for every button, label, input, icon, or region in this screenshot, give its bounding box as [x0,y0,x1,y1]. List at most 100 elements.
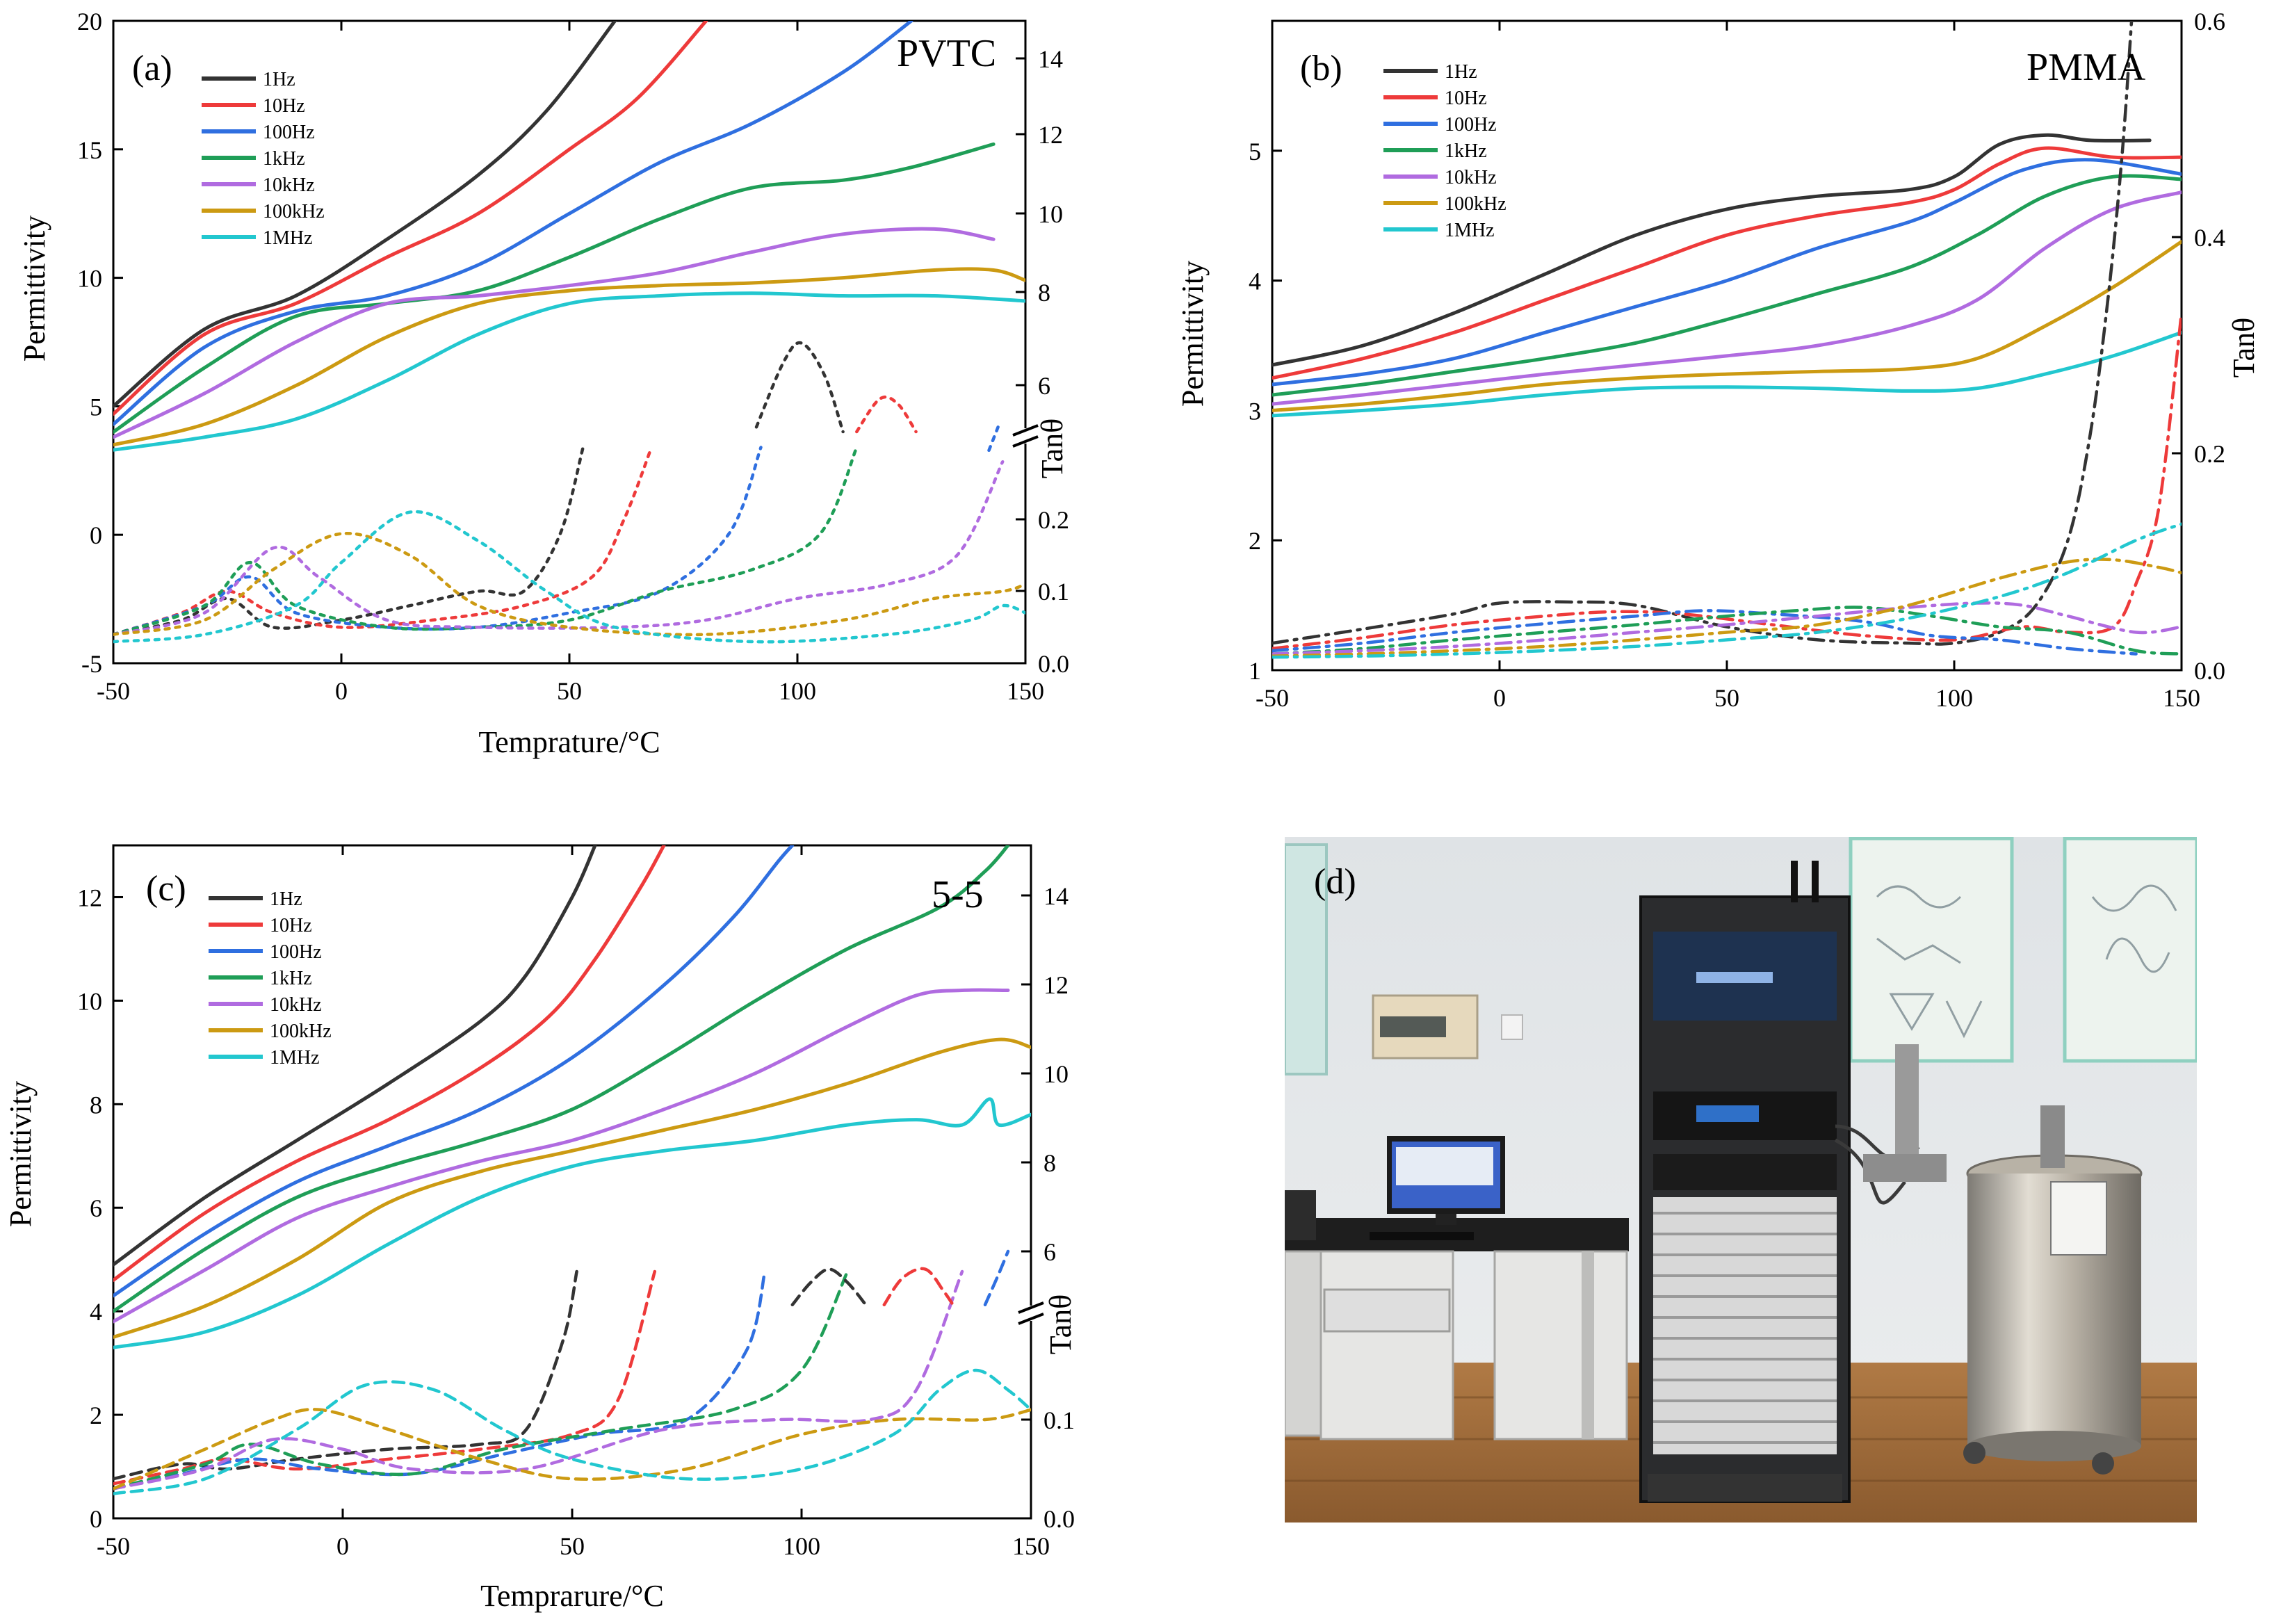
panel-b-xtick-label: 100 [1935,684,1973,712]
panel-b-ytick-label: 4 [1249,268,1261,295]
panel-a-series-lines [113,21,1025,644]
photo-dewar-wheel-left [1963,1442,1985,1464]
panel-c-y2tick-label: 8 [1043,1149,1056,1177]
panel-a-ytick-label: 20 [77,8,102,35]
panel-a-xtick-label: 150 [1007,677,1044,705]
panel-a-permittivity-line-1mhz [113,291,1025,452]
panel-c-tan-line-lower-10hz [113,1269,657,1486]
panel-c-ytick-label: 10 [77,987,102,1015]
panel-b-ytick-label: 1 [1249,657,1261,685]
photo-desk-leg [1582,1251,1594,1439]
panel-a-y2tick-label: 8 [1038,279,1050,307]
panel-c-permittivity-line-1mhz [113,1097,1031,1349]
photo-dewar-bottom [1967,1431,2141,1461]
panel-a-permittivity-line-10khz [113,227,996,439]
panel-c-tan-line-upper-100hz [983,1249,1010,1307]
panel-b-legend-label-1mhz: 1MHz [1445,220,1495,241]
panel-c-tan-line-upper-10hz [882,1267,955,1307]
panel-c-ytick-label: 2 [90,1402,102,1429]
panel-a-tan-line-upper-10hz [855,395,918,434]
panel-b-y2tick-label: 0.2 [2194,440,2225,468]
panel-b-label: (b) [1300,49,1342,88]
panel-a-legend-label-100khz: 100kHz [263,201,325,222]
panel-a-legend: 1Hz 10Hz 100Hz 1kHz 10kHz 100kHz 1MHz [202,69,325,249]
panel-b-permittivity-line-10khz [1272,190,2182,406]
panel-b-legend-label-1hz: 1Hz [1445,61,1477,83]
panel-a-y2tick-label: 14 [1038,45,1063,73]
panel-c-y2tick-label: 10 [1043,1060,1069,1088]
panel-a-ytick-label: 10 [77,265,102,293]
panel-b-y2tick-label: 0.0 [2194,657,2225,685]
panel-b-permittivity-line-1hz [1272,133,2152,367]
photo-desk-cabinet [1319,1250,1454,1440]
panel-c-legend-label-1hz: 1Hz [270,888,302,910]
panel-c-xtick-label: -50 [97,1532,130,1560]
panel-b-series-lines [1272,21,2182,659]
panel-a-ytick-label: 0 [90,521,102,549]
panel-c-tan-line-lower-1hz [113,1269,578,1481]
photo-rack-display [1696,972,1773,983]
panel-c-ytick-label: 6 [90,1194,102,1222]
photo-keyboard [1370,1232,1474,1240]
panel-b-tan-line-100khz [1272,558,2182,658]
panel-c-permittivity-line-1khz [113,845,1010,1313]
panel-b-legend: 1Hz 10Hz 100Hz 1kHz 10kHz 100kHz 1MHz [1383,61,1506,241]
photo-laptop [1285,1190,1316,1240]
panel-b-legend-label-1khz: 1kHz [1445,140,1487,162]
panel-c-y2tick-label: 6 [1043,1238,1056,1266]
panel-c-permittivity-line-10hz [113,845,666,1282]
panel-b-y2tick-label: 0.4 [2194,224,2225,252]
panel-a-tan-line-lower-1hz [113,446,585,636]
panel-a-legend-label-10hz: 10Hz [263,95,305,117]
panel-b-xtick-label: -50 [1256,684,1289,712]
panel-a-xtick-label: 50 [557,677,582,705]
panel-a-label: (a) [132,49,172,88]
panel-b-permittivity-line-10hz [1272,146,2182,380]
panel-c-xtick-label: 150 [1012,1532,1050,1560]
panel-b-legend-label-100khz: 100kHz [1445,193,1506,215]
panel-a-tan-line-lower-100hz [113,446,763,636]
panel-c-legend: 1Hz 10Hz 100Hz 1kHz 10kHz 100kHz 1MHz [209,888,332,1069]
photo-dewar-valve [2040,1105,2065,1168]
panel-b-legend-label-10hz: 10Hz [1445,88,1487,109]
photo-desk-side-panel [1493,1250,1628,1440]
panel-a-permittivity-line-10hz [113,21,708,416]
panel-b-title: PMMA [2027,46,2146,89]
panel-c-ytick-label: 4 [90,1298,102,1326]
photo-poster-middle [1849,837,2014,1063]
panel-a-legend-label-100hz: 100Hz [263,122,315,143]
photo-rack-vent-panel [1653,1197,1837,1454]
panel-c-axis-break-mark [1018,1301,1044,1314]
panel-a-xtick-label: 100 [779,677,816,705]
panel-b-axes: -50 0 50 100 150 1 2 3 4 5 0.0 0.2 0.4 0.6 [1249,8,2225,712]
panel-a-tan-line-upper-1hz [754,341,845,434]
panel-b-y2label: Tanθ [2227,318,2261,377]
panel-c-plot-frame [112,844,1032,1520]
panel-c-permittivity-line-100hz [113,845,795,1298]
panel-c-xtick-label: 100 [783,1532,820,1560]
panel-c-legend-label-100khz: 100kHz [270,1021,332,1042]
panel-a-tan-line-lower-10hz [113,446,653,636]
panel-a-chart: -50 0 50 100 150-505101520681012140.00.10.2 … [17,8,1069,759]
panel-b-permittivity-line-100khz [1272,240,2182,412]
panel-c-tan-line-lower-10khz [113,1269,964,1491]
panel-a-legend-label-1hz: 1Hz [263,69,295,90]
panel-c-title: 5-5 [932,873,984,916]
panel-b-legend-label-100hz: 100Hz [1445,114,1497,136]
panel-b-xtick-label: 50 [1714,684,1739,712]
panel-c-legend-label-10hz: 10Hz [270,915,312,936]
panel-c-ytick-label: 0 [90,1505,102,1533]
photo-rack-vent-slats [1653,1212,1837,1444]
panel-a-y2tick-label: 10 [1038,200,1063,228]
panel-a-legend-label-1mhz: 1MHz [263,227,313,249]
photo-poster-graphics [1876,884,2177,1039]
panel-c-tan-line-lower-100khz [113,1408,1031,1491]
panel-a-tan-line-lower-1khz [113,446,859,636]
photo-rack-base [1648,1474,1842,1502]
photo-dewar-wheel-right [2092,1452,2114,1475]
panel-a-tan-line-lower-10khz [113,460,1005,636]
panel-c-label: (c) [146,869,186,909]
